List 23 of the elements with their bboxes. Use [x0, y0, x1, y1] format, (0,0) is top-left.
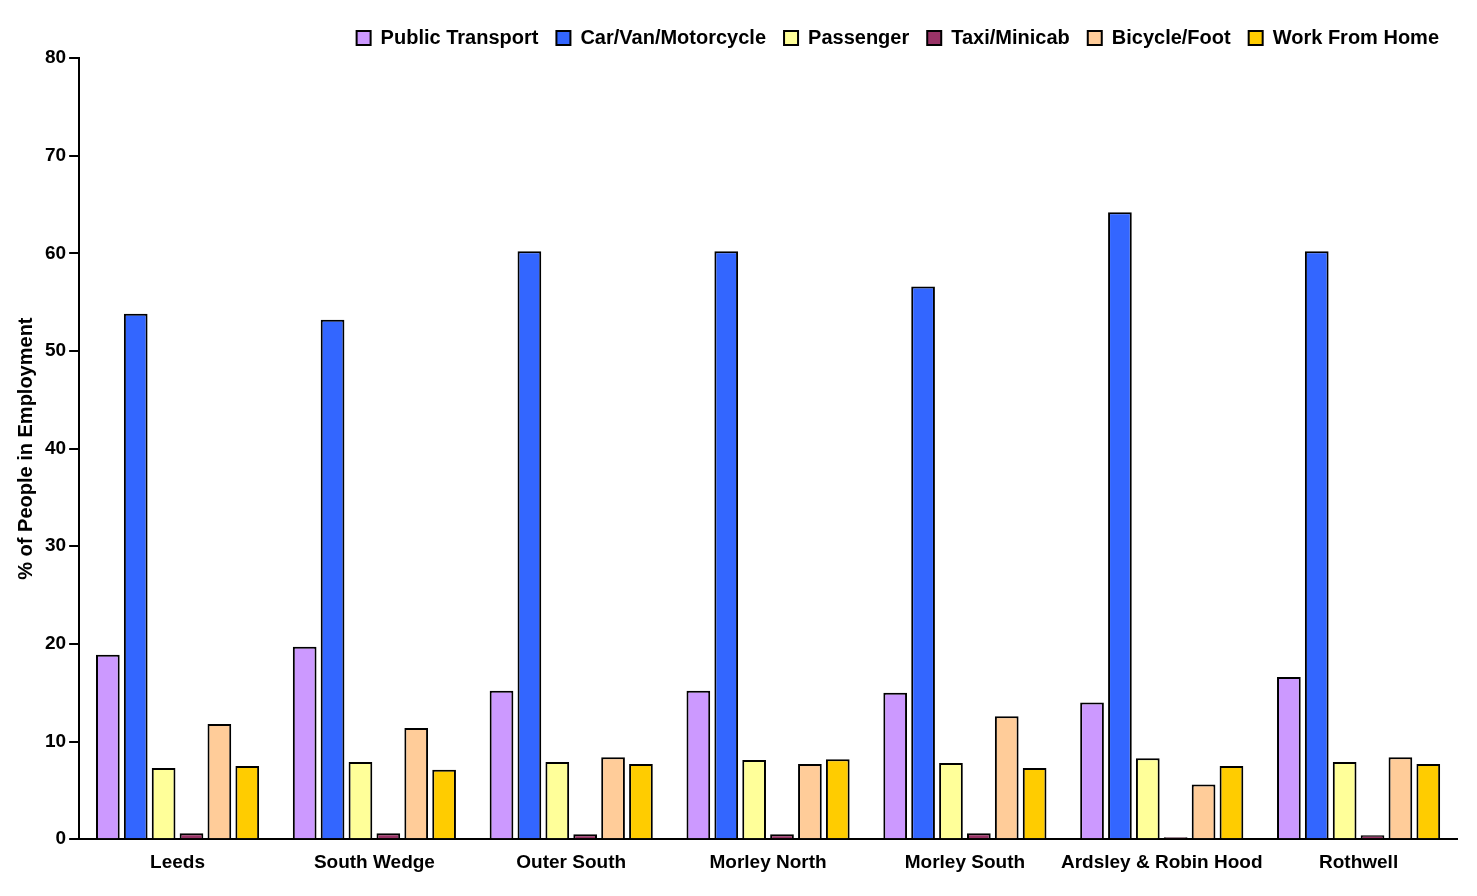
- y-tick-label: 0: [55, 827, 67, 849]
- y-tick-label: 30: [44, 534, 67, 556]
- x-tick-label: South Wedge: [313, 850, 435, 872]
- x-tick-label: Ardsley & Robin Hood: [1060, 850, 1263, 872]
- y-tick-label: 60: [44, 241, 67, 263]
- legend-label: Work From Home: [1272, 25, 1440, 48]
- legend-label: Passenger: [808, 25, 910, 48]
- x-tick-label: Rothwell: [1318, 850, 1399, 872]
- x-tick-label: Morley South: [904, 850, 1026, 872]
- y-tick-label: 20: [44, 632, 67, 654]
- y-tick-label: 70: [44, 143, 67, 165]
- x-tick-label: Morley North: [709, 850, 827, 872]
- y-tick-label: 10: [44, 729, 67, 751]
- y-tick-label: 40: [44, 436, 67, 458]
- y-axis-title: % of People in Employment: [13, 317, 36, 580]
- y-tick-label: 80: [44, 46, 67, 68]
- legend-label: Taxi/Minicab: [951, 25, 1070, 48]
- x-tick-label: Outer South: [516, 850, 627, 872]
- legend-label: Car/Van/Motorcycle: [580, 25, 767, 48]
- x-tick-label: Leeds: [150, 850, 206, 872]
- legend-label: Public Transport: [380, 25, 539, 48]
- legend-label: Bicycle/Foot: [1111, 25, 1232, 48]
- y-tick-label: 50: [44, 339, 67, 361]
